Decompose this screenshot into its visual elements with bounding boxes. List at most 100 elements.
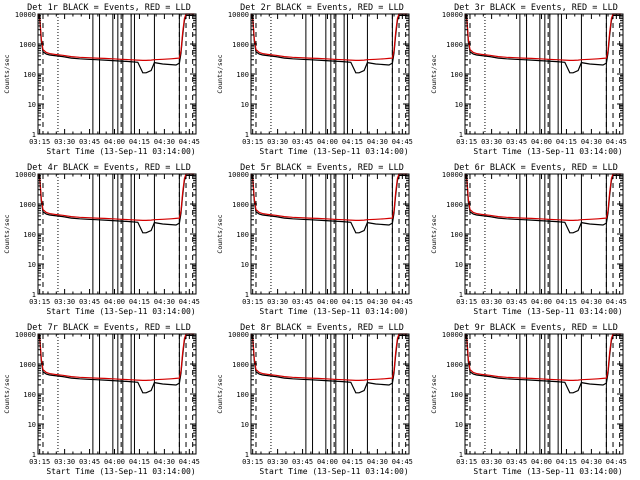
y-tick-label: 10 <box>241 101 249 109</box>
chart-panel: Det 2r BLACK = Events, RED = LLD 1 10 100 10… <box>213 0 413 160</box>
y-tick-label: 1000 <box>232 201 249 209</box>
x-tick-label: 04:45 <box>179 458 200 466</box>
series-line-events <box>37 14 195 74</box>
x-tick-label: 03:45 <box>506 138 527 146</box>
y-axis-label: Counts/sec <box>430 54 438 93</box>
y-tick-label: 10 <box>241 261 249 269</box>
x-tick-label: 03:15 <box>242 458 263 466</box>
chart-panel: Det 6r BLACK = Events, RED = LLD 1 10 100 10… <box>427 160 627 320</box>
x-tick-label: 04:00 <box>104 138 125 146</box>
x-axis-label: Start Time (13-Sep-11 03:14:00) <box>259 147 408 156</box>
x-tick-label: 04:15 <box>129 458 150 466</box>
plot-frame <box>250 173 410 295</box>
y-tick-label: 100 <box>450 391 463 399</box>
y-tick-label: 10 <box>455 421 463 429</box>
panel-title: Det 5r BLACK = Events, RED = LLD <box>240 163 404 173</box>
x-tick-label: 03:30 <box>267 298 288 306</box>
series-line-lld <box>250 173 408 222</box>
y-tick-label: 10000 <box>442 171 463 179</box>
x-tick-label: 04:15 <box>556 138 577 146</box>
y-tick-label: 10000 <box>15 171 36 179</box>
y-tick-label: 1 <box>245 451 249 459</box>
x-axis-label: Start Time (13-Sep-11 03:14:00) <box>473 307 622 316</box>
x-tick-label: 03:30 <box>481 138 502 146</box>
series-line-lld <box>464 13 622 62</box>
y-tick-label: 1 <box>245 291 249 299</box>
x-axis-label: Start Time (13-Sep-11 03:14:00) <box>259 467 408 476</box>
plot-frame <box>250 333 410 455</box>
series-line-events <box>464 174 622 234</box>
x-tick-label: 04:15 <box>342 458 363 466</box>
y-tick-label: 100 <box>450 231 463 239</box>
x-tick-label: 04:30 <box>367 138 388 146</box>
panel-svg: Det 3r BLACK = Events, RED = LLD 1 10 100 10… <box>430 3 627 156</box>
series-line-events <box>37 334 195 394</box>
panel-svg: Det 2r BLACK = Events, RED = LLD 1 10 100 10… <box>216 3 413 156</box>
plot-frame <box>464 13 624 135</box>
y-tick-label: 1000 <box>446 201 463 209</box>
panel-svg: Det 9r BLACK = Events, RED = LLD 1 10 100 10… <box>430 323 627 476</box>
y-tick-label: 10000 <box>442 331 463 339</box>
x-tick-label: 03:45 <box>292 138 313 146</box>
y-tick-label: 1 <box>459 291 463 299</box>
plot-frame <box>464 333 624 455</box>
y-axis-label: Counts/sec <box>430 374 438 413</box>
x-tick-label: 04:45 <box>606 298 627 306</box>
chart-panel: Det 4r BLACK = Events, RED = LLD 1 10 100 10… <box>0 160 200 320</box>
plot-frame <box>37 173 197 295</box>
panel-svg: Det 8r BLACK = Events, RED = LLD 1 10 100 10… <box>216 323 413 476</box>
panel-svg: Det 5r BLACK = Events, RED = LLD 1 10 100 10… <box>216 163 413 316</box>
x-tick-label: 03:45 <box>292 298 313 306</box>
x-tick-label: 03:15 <box>242 298 263 306</box>
y-tick-label: 1000 <box>232 361 249 369</box>
x-tick-label: 03:30 <box>54 458 75 466</box>
y-tick-label: 100 <box>23 391 36 399</box>
y-tick-label: 10000 <box>228 171 249 179</box>
x-tick-label: 04:00 <box>317 138 338 146</box>
y-tick-label: 1 <box>32 131 36 139</box>
panel-title: Det 7r BLACK = Events, RED = LLD <box>27 323 191 333</box>
y-tick-label: 1 <box>245 131 249 139</box>
y-axis-label: Counts/sec <box>3 214 11 253</box>
x-tick-label: 03:45 <box>79 458 100 466</box>
x-tick-label: 03:45 <box>79 138 100 146</box>
x-axis-label: Start Time (13-Sep-11 03:14:00) <box>259 307 408 316</box>
x-tick-label: 03:45 <box>79 298 100 306</box>
y-tick-label: 1 <box>32 291 36 299</box>
panel-svg: Det 1r BLACK = Events, RED = LLD 1 10 100 10… <box>3 3 200 156</box>
x-tick-label: 04:15 <box>342 298 363 306</box>
x-tick-label: 04:00 <box>104 458 125 466</box>
x-tick-label: 03:30 <box>267 458 288 466</box>
chart-panel: Det 7r BLACK = Events, RED = LLD 1 10 100 10… <box>0 320 200 480</box>
panel-title: Det 8r BLACK = Events, RED = LLD <box>240 323 404 333</box>
y-tick-label: 100 <box>450 71 463 79</box>
x-tick-label: 03:30 <box>54 138 75 146</box>
x-tick-label: 04:30 <box>154 138 175 146</box>
series-line-lld <box>37 333 195 382</box>
series-line-lld <box>37 13 195 62</box>
y-tick-label: 10 <box>28 421 36 429</box>
y-tick-label: 10 <box>455 101 463 109</box>
x-tick-label: 04:15 <box>129 298 150 306</box>
series-line-events <box>464 334 622 394</box>
y-axis-label: Counts/sec <box>216 214 224 253</box>
x-tick-label: 04:30 <box>154 298 175 306</box>
y-tick-label: 100 <box>236 231 249 239</box>
series-line-lld <box>37 173 195 222</box>
y-tick-label: 1000 <box>19 201 36 209</box>
chart-panel: Det 3r BLACK = Events, RED = LLD 1 10 100 10… <box>427 0 627 160</box>
y-tick-label: 100 <box>236 71 249 79</box>
x-tick-label: 04:15 <box>342 138 363 146</box>
y-axis-label: Counts/sec <box>216 54 224 93</box>
x-tick-label: 04:30 <box>367 458 388 466</box>
x-tick-label: 04:00 <box>531 298 552 306</box>
y-axis-label: Counts/sec <box>216 374 224 413</box>
y-axis-label: Counts/sec <box>3 54 11 93</box>
y-axis-label: Counts/sec <box>3 374 11 413</box>
x-tick-label: 04:30 <box>581 138 602 146</box>
panel-title: Det 9r BLACK = Events, RED = LLD <box>454 323 618 333</box>
x-tick-label: 03:45 <box>506 298 527 306</box>
series-line-events <box>250 334 408 394</box>
x-tick-label: 04:45 <box>392 138 413 146</box>
